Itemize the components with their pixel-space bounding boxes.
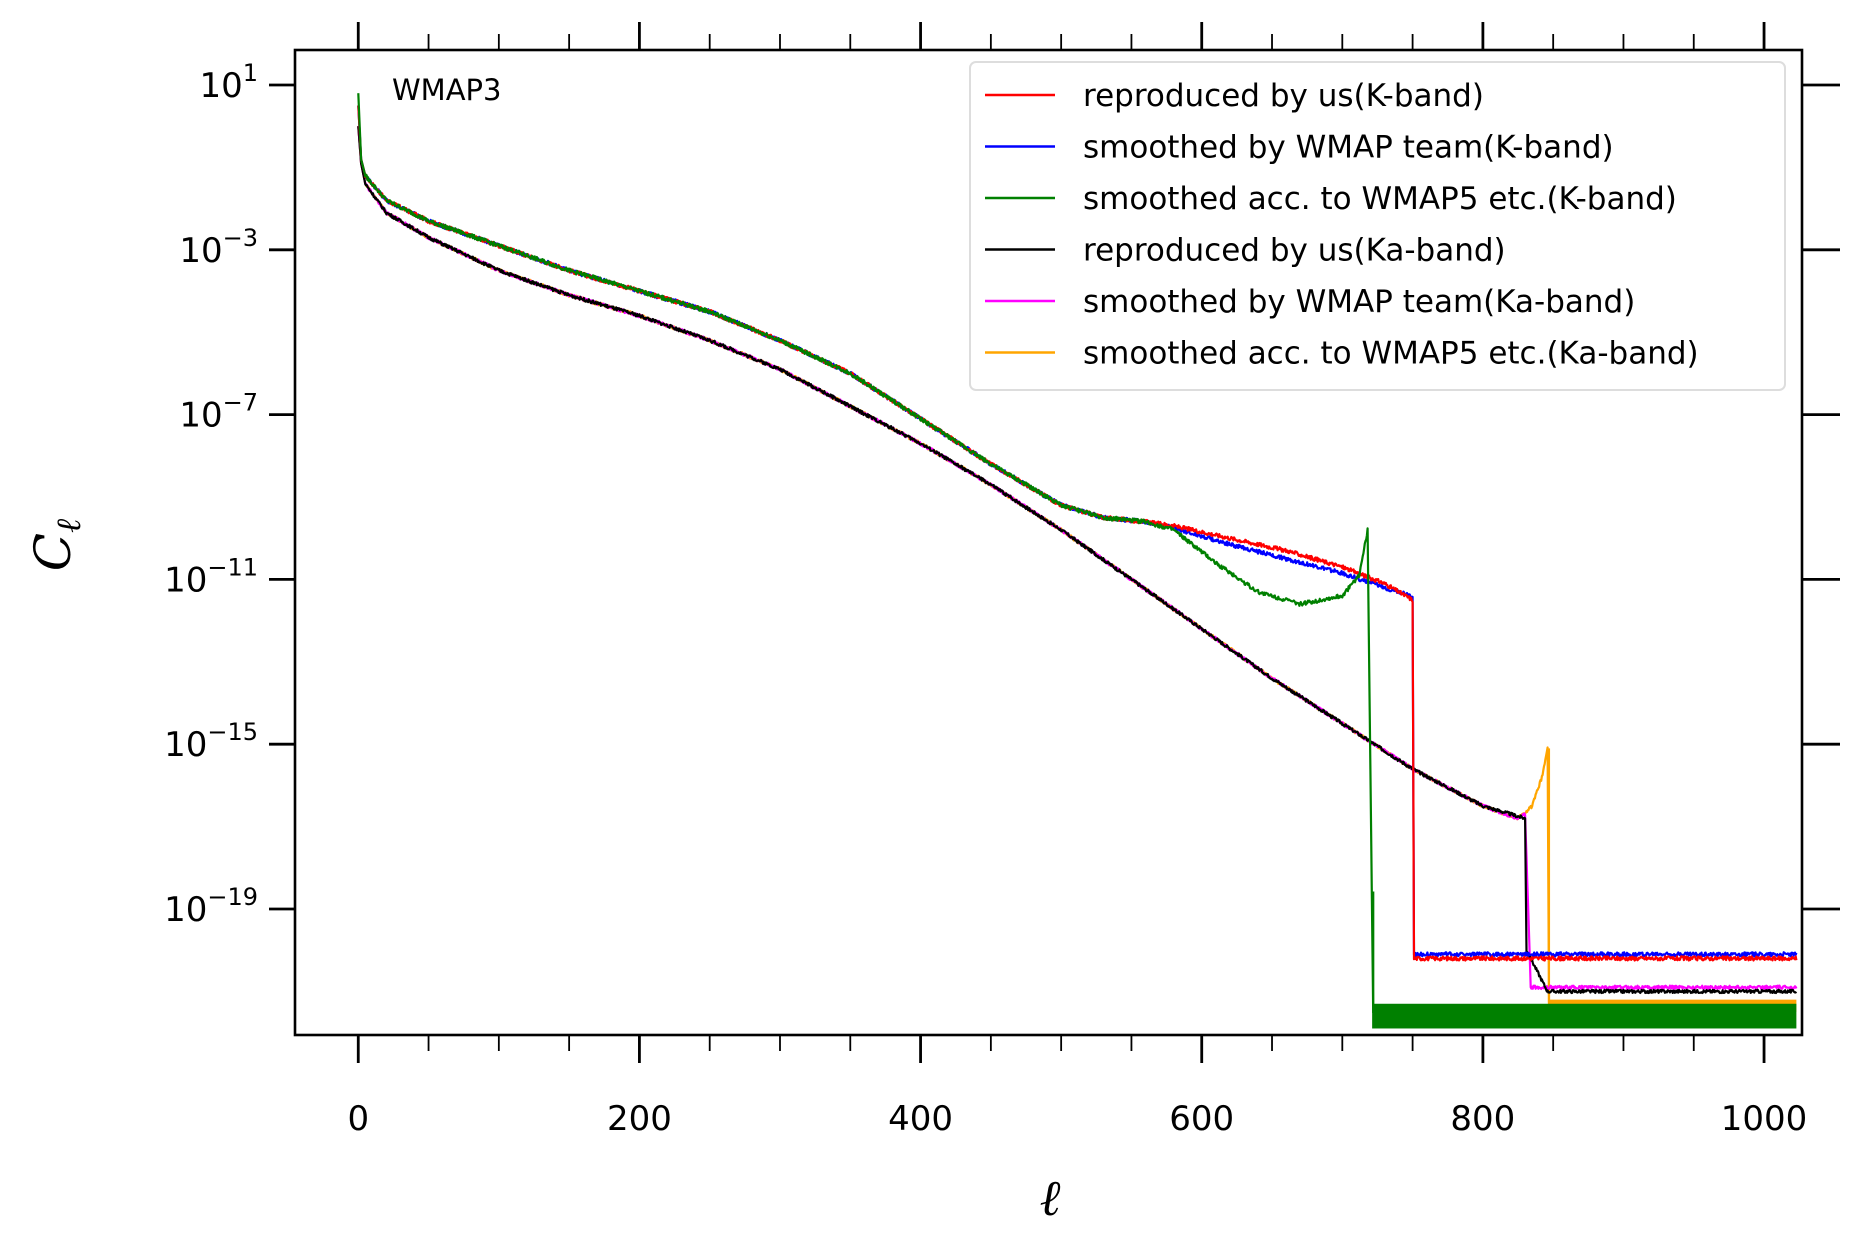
legend-entry: smoothed by WMAP team(Ka-band) xyxy=(1083,284,1635,320)
plot-frame xyxy=(293,48,1804,1037)
axis-ticks: 0 200 400 600 800 1000 101 10−3 10−7 10−11 10−15 10… xyxy=(164,22,1840,1139)
series-line xyxy=(357,93,1375,1014)
x-tick-label: 400 xyxy=(888,1099,953,1139)
series-layer xyxy=(357,93,1798,1029)
panel-annotation: WMAP3 xyxy=(392,73,501,107)
x-tick-label: 200 xyxy=(607,1099,672,1139)
x-axis-label: ℓ xyxy=(1040,1169,1061,1227)
legend-entry: smoothed by WMAP team(K-band) xyxy=(1083,130,1614,166)
y-tick-label: 10−15 xyxy=(164,718,258,765)
y-tick-label: 10−11 xyxy=(164,553,258,600)
y-tick-label: 10−7 xyxy=(179,389,258,436)
x-tick-label: 800 xyxy=(1450,1099,1515,1139)
y-tick-label: 10−3 xyxy=(179,224,258,271)
series-3 xyxy=(357,126,1798,995)
legend: reproduced by us(K-band) smoothed by WMAP… xyxy=(969,61,1786,391)
series-oscillation-band xyxy=(1373,1003,1797,1029)
y-tick-label: 10−19 xyxy=(164,883,258,930)
legend-entry: reproduced by us(K-band) xyxy=(1083,78,1484,114)
legend-entry: reproduced by us(Ka-band) xyxy=(1083,233,1506,269)
series-2 xyxy=(357,93,1797,1029)
y-tick-label: 101 xyxy=(199,59,258,106)
x-tick-label: 600 xyxy=(1169,1099,1234,1139)
legend-entry: smoothed acc. to WMAP5 etc.(K-band) xyxy=(1083,181,1677,217)
legend-box xyxy=(969,61,1786,391)
x-tick-label: 0 xyxy=(347,1099,369,1139)
x-tick-label: 1000 xyxy=(1721,1099,1808,1139)
y-axis-label: Cℓ xyxy=(24,519,89,571)
legend-entry: smoothed acc. to WMAP5 etc.(Ka-band) xyxy=(1083,336,1699,372)
series-line xyxy=(357,126,1798,995)
